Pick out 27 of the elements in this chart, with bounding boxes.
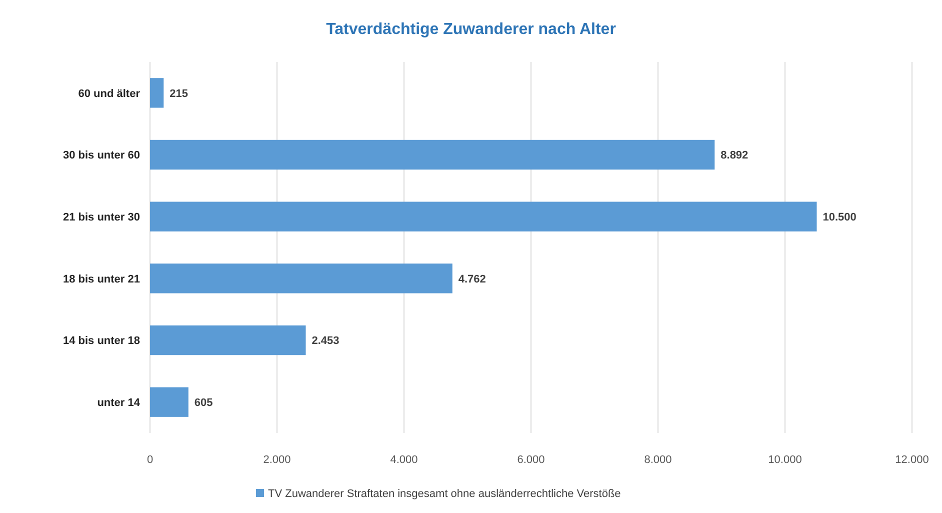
x-tick-label: 2.000 bbox=[263, 454, 291, 466]
y-tick-label: 60 und älter bbox=[78, 88, 141, 100]
bar bbox=[150, 387, 188, 417]
bar bbox=[150, 264, 452, 294]
x-tick-label: 10.000 bbox=[768, 454, 802, 466]
bar bbox=[150, 325, 306, 356]
data-label: 2.453 bbox=[312, 335, 340, 348]
data-label: 215 bbox=[170, 88, 188, 100]
y-tick-label: 30 bis unter 60 bbox=[62, 150, 140, 162]
bar bbox=[150, 202, 817, 232]
x-tick-label: 8.000 bbox=[644, 454, 672, 466]
y-tick-label: unter 14 bbox=[97, 396, 141, 409]
data-label: 605 bbox=[194, 396, 213, 409]
y-tick-label: 18 bis unter 21 bbox=[62, 273, 140, 286]
y-tick-label: 21 bis unter 30 bbox=[62, 211, 140, 224]
data-label: 8.892 bbox=[720, 150, 748, 162]
x-tick-label: 4.000 bbox=[390, 454, 418, 466]
chart-title: Tatverdächtige Zuwanderer nach Alter bbox=[326, 21, 616, 38]
y-tick-label: 14 bis unter 18 bbox=[62, 335, 140, 348]
data-label: 10.500 bbox=[822, 211, 856, 224]
bar bbox=[150, 78, 164, 108]
x-tick-label: 12.000 bbox=[895, 454, 929, 466]
x-tick-label: 6.000 bbox=[517, 454, 545, 466]
legend-label: TV Zuwanderer Straftaten insgesamt ohne ausländerrechtliche Verstöße bbox=[268, 488, 621, 500]
x-tick-label: 0 bbox=[146, 454, 154, 466]
data-label: 4.762 bbox=[458, 273, 486, 286]
bar bbox=[150, 140, 715, 170]
